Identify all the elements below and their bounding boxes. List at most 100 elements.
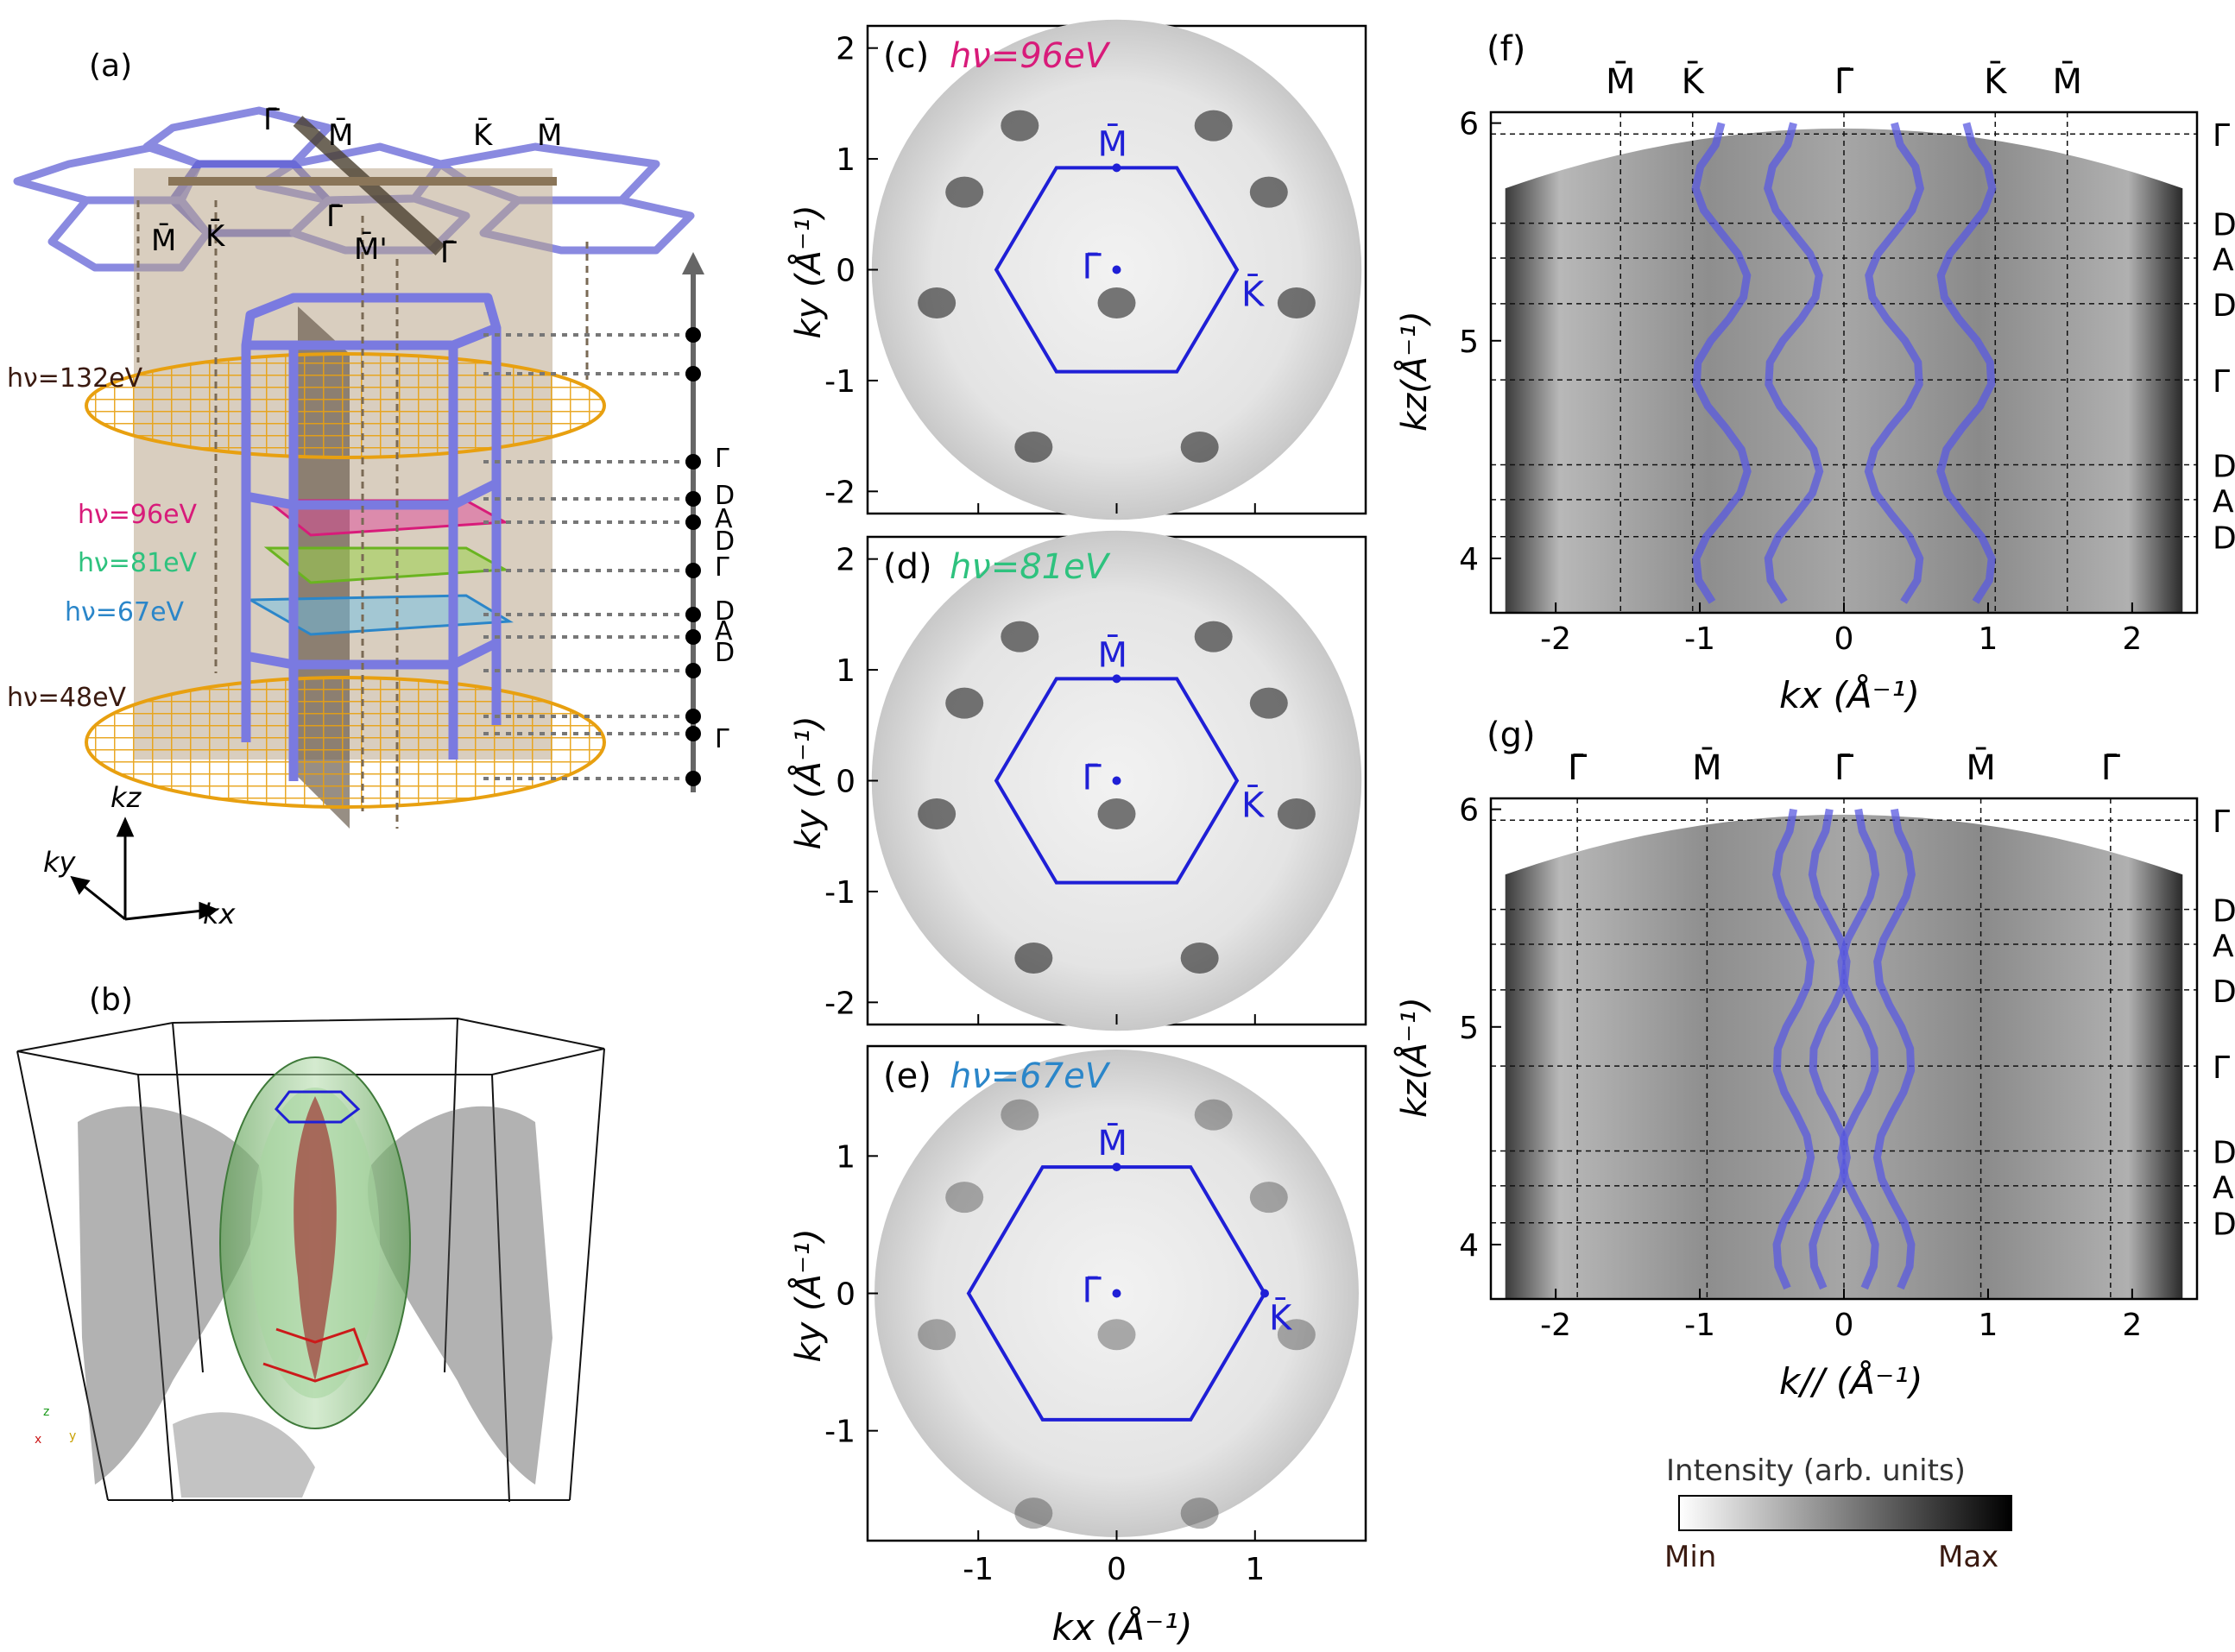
intensity-feature	[1249, 687, 1288, 719]
x-tick-label: 1	[1978, 1308, 1998, 1343]
y-tick-label: 5	[1459, 325, 1479, 360]
right-kz-label: D	[2213, 521, 2235, 557]
x-tick-label: -1	[1684, 1308, 1715, 1343]
m-point-dot	[1112, 1163, 1121, 1172]
kz-point-label: D	[715, 481, 735, 511]
map-hv-label: hν=67eV	[950, 1056, 1111, 1096]
y-tick-label: 6	[1459, 107, 1479, 142]
k-point-label: K̄	[1269, 1296, 1293, 1338]
intensity-feature	[1001, 1099, 1039, 1131]
right-kz-label: Γ	[2213, 118, 2230, 154]
intensity-feature	[918, 1319, 957, 1351]
top-point-label: K̄	[1984, 60, 2008, 102]
calculated-band-contour	[1936, 122, 1997, 604]
kz-point-label: A	[715, 616, 733, 646]
intensity-feature	[1277, 1319, 1316, 1351]
intensity-feature	[945, 687, 984, 719]
intensity-feature	[1249, 176, 1288, 208]
panel-b-label: (b)	[89, 982, 133, 1018]
axes-triad	[70, 817, 219, 921]
k-point-label: K̄	[1241, 784, 1266, 825]
hv-67-label: hν=67eV	[65, 597, 185, 627]
k-point-dot	[1260, 1289, 1269, 1298]
intensity-feature	[918, 798, 957, 830]
mini-axis-z: z	[43, 1405, 49, 1419]
y-tick-label: -1	[824, 364, 855, 400]
m-point-label: M̄	[1098, 123, 1128, 164]
surface-132ev	[85, 352, 606, 459]
y-axis-label: ky (Å⁻¹)	[787, 716, 829, 849]
projection-lines	[136, 200, 589, 829]
calculated-band-contour	[1763, 122, 1824, 604]
cut-panel-label: (f)	[1487, 29, 1525, 69]
kz-point-label: D	[715, 638, 735, 668]
y-tick-label: -1	[824, 875, 855, 911]
kz-point	[685, 327, 701, 343]
kz-point-label: A	[715, 504, 733, 534]
top-point-m2: M̄	[537, 117, 562, 153]
bulk-bz-prism	[241, 293, 502, 781]
kz-point	[685, 771, 701, 786]
top-point-k2: K̄	[205, 218, 226, 254]
panel-a: (a)	[7, 48, 735, 930]
kz-label: kz	[110, 781, 142, 814]
x-tick-label: 0	[1834, 621, 1854, 657]
map-panel-label: (d)	[883, 547, 932, 587]
right-kz-label: D	[2213, 288, 2235, 324]
intensity-feature	[1097, 287, 1136, 319]
kz-point	[685, 366, 701, 381]
intensity-feature	[1180, 1498, 1219, 1529]
y-tick-label: 0	[836, 1277, 855, 1313]
kz-point	[685, 663, 701, 678]
kz-point-label: D	[715, 526, 735, 557]
calculated-band-contour	[1772, 808, 1815, 1290]
blue-contour-top	[275, 1090, 361, 1124]
colorbar-title: Intensity (arb. units)	[1666, 1453, 1966, 1488]
right-kz-label: A	[2213, 929, 2234, 964]
top-point-mprime: M̄'	[354, 231, 388, 267]
intensity-feature	[1180, 942, 1219, 974]
surface-48ev	[85, 676, 606, 809]
intensity-feature	[1277, 798, 1316, 830]
right-kz-label: Γ	[2213, 1050, 2230, 1086]
x-axis-label: kx (Å⁻¹)	[1779, 673, 1920, 716]
hv-48-label: hν=48eV	[7, 683, 127, 713]
y-tick-label: -2	[824, 475, 855, 510]
mini-axis-y: y	[69, 1429, 76, 1443]
top-point-m3: M̄	[151, 223, 176, 258]
y-tick-label: 5	[1459, 1011, 1479, 1046]
m-point-label: M̄	[1098, 634, 1128, 675]
colorbar-gradient	[1678, 1495, 2012, 1531]
red-fermi-surface-core	[294, 1096, 337, 1381]
m-point-dot	[1112, 674, 1121, 684]
x-tick-label: -1	[963, 1552, 994, 1587]
gray-sheet-right	[368, 1106, 552, 1485]
gray-sheet-bottom	[173, 1412, 315, 1498]
top-point-label: Γ̄	[2101, 748, 2121, 788]
intensity-feature	[1014, 431, 1053, 463]
x-tick-label: 1	[1978, 621, 1998, 657]
hv-96-label: hν=96eV	[78, 500, 198, 530]
kz-point	[685, 607, 701, 622]
kz-point	[685, 629, 701, 645]
right-kz-label: D	[2213, 208, 2235, 243]
y-axis-label: kz(Å⁻¹)	[1393, 997, 1435, 1118]
calculated-band-contour	[1872, 808, 1916, 1290]
top-point-label: Γ̄	[1834, 62, 1854, 102]
gamma-point-dot	[1112, 1289, 1121, 1298]
kz-point	[685, 709, 701, 724]
intensity-feature	[918, 287, 957, 319]
intensity-feature	[945, 1182, 984, 1214]
x-tick-label: -2	[1540, 621, 1571, 657]
top-point-label: M̄	[1692, 747, 1722, 788]
y-axis-label: ky (Å⁻¹)	[787, 205, 829, 338]
calculated-band-contour	[1864, 122, 1925, 604]
kz-point	[685, 563, 701, 578]
surface-bz-hexagon	[994, 166, 1240, 374]
cut-panel-label: (g)	[1487, 716, 1536, 755]
right-kz-label: D	[2213, 894, 2235, 930]
x-tick-label: -1	[1684, 621, 1715, 657]
